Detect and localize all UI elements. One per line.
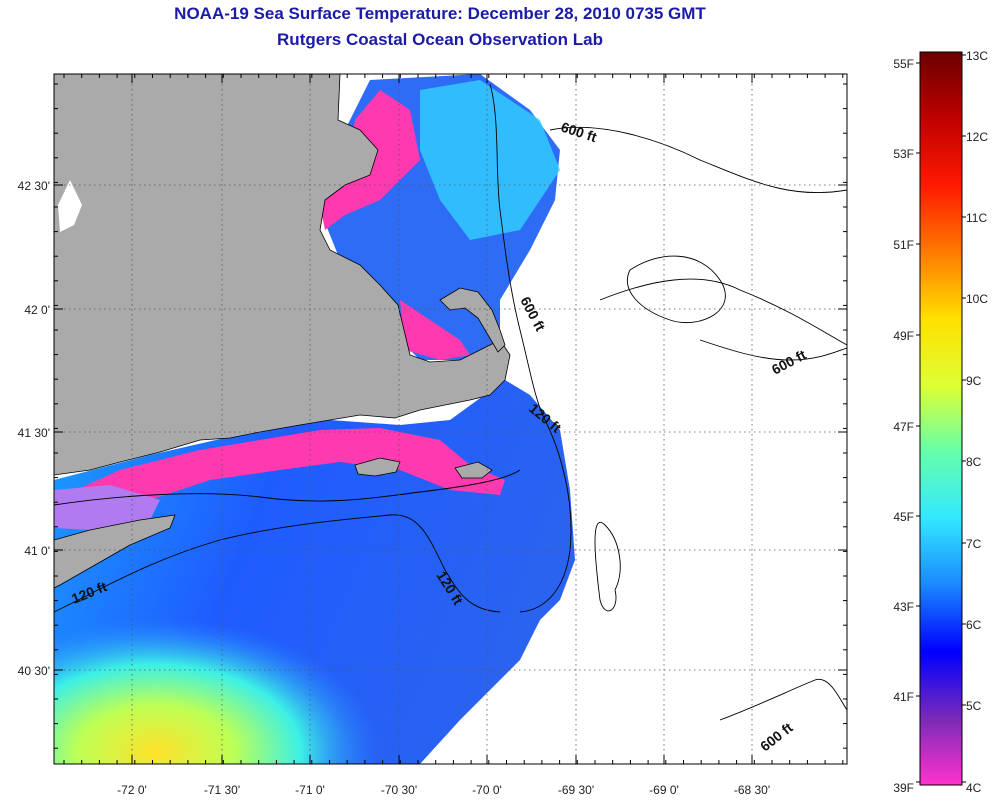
marthas-vineyard bbox=[354, 457, 401, 477]
colorbar-f-label: 39F bbox=[893, 781, 914, 795]
colorbar-f-label: 47F bbox=[893, 420, 914, 434]
colorbar-c-label: 7C bbox=[966, 537, 982, 551]
colorbar-c-label: 6C bbox=[966, 618, 982, 632]
cold-band-capecod bbox=[400, 300, 470, 360]
lon-label: -72 0' bbox=[117, 783, 147, 797]
sst-warm-region bbox=[54, 520, 460, 764]
colorbar-f-label: 45F bbox=[893, 510, 914, 524]
lon-label: -70 0' bbox=[472, 783, 502, 797]
lon-label: -68 30' bbox=[734, 783, 770, 797]
lat-label: 42 0' bbox=[24, 303, 50, 317]
colorbar-c-label: 11C bbox=[966, 211, 987, 225]
cape-cod bbox=[439, 287, 506, 353]
graticule bbox=[54, 74, 847, 764]
lon-label: -71 30' bbox=[204, 783, 240, 797]
sst-gulf-cyan bbox=[420, 80, 560, 240]
colorbar-c-label: 4C bbox=[966, 781, 982, 795]
lat-label: 41 30' bbox=[18, 426, 50, 440]
colorbar-scale bbox=[919, 51, 963, 786]
colorbar-c-label: 5C bbox=[966, 699, 982, 713]
colorbar-f-label: 53F bbox=[893, 147, 914, 161]
colorbar-f-label: 49F bbox=[893, 329, 914, 343]
colorbar-c-label: 12C bbox=[966, 130, 988, 144]
lon-label: -69 30' bbox=[558, 783, 594, 797]
lat-label: 41 0' bbox=[24, 544, 50, 558]
axis-ticks bbox=[54, 74, 847, 764]
colorbar-f-label: 41F bbox=[893, 690, 914, 704]
lon-label: -71 0' bbox=[295, 783, 325, 797]
lat-label: 42 30' bbox=[18, 179, 50, 193]
colorbar-f-label: 51F bbox=[893, 238, 914, 252]
colorbar-c-label: 8C bbox=[966, 455, 982, 469]
colorbar-c-label: 9C bbox=[966, 374, 982, 388]
map-title: NOAA-19 Sea Surface Temperature: Decembe… bbox=[174, 4, 706, 23]
lon-label: -70 30' bbox=[381, 783, 417, 797]
colorbar-c-label: 13C bbox=[966, 49, 988, 63]
lon-label: -69 0' bbox=[649, 783, 679, 797]
map-subtitle: Rutgers Coastal Ocean Observation Lab bbox=[277, 30, 603, 49]
latitude-labels: 42 30' 42 0' 41 30' 41 0' 40 30' bbox=[18, 179, 50, 678]
lat-label: 40 30' bbox=[18, 664, 50, 678]
colorbar-f-label: 43F bbox=[893, 600, 914, 614]
colorbar-f-label: 55F bbox=[893, 57, 914, 71]
cold-band-nearshore bbox=[54, 428, 505, 525]
long-island bbox=[54, 514, 176, 589]
colorbar: 55F 53F 51F 49F 47F 45F 43F 41F 39F 13C … bbox=[893, 49, 988, 795]
cloud-patch bbox=[58, 180, 82, 232]
colorbar-c-label: 10C bbox=[966, 292, 988, 306]
longitude-labels: -72 0' -71 30' -71 0' -70 30' -70 0' -69… bbox=[117, 783, 770, 797]
